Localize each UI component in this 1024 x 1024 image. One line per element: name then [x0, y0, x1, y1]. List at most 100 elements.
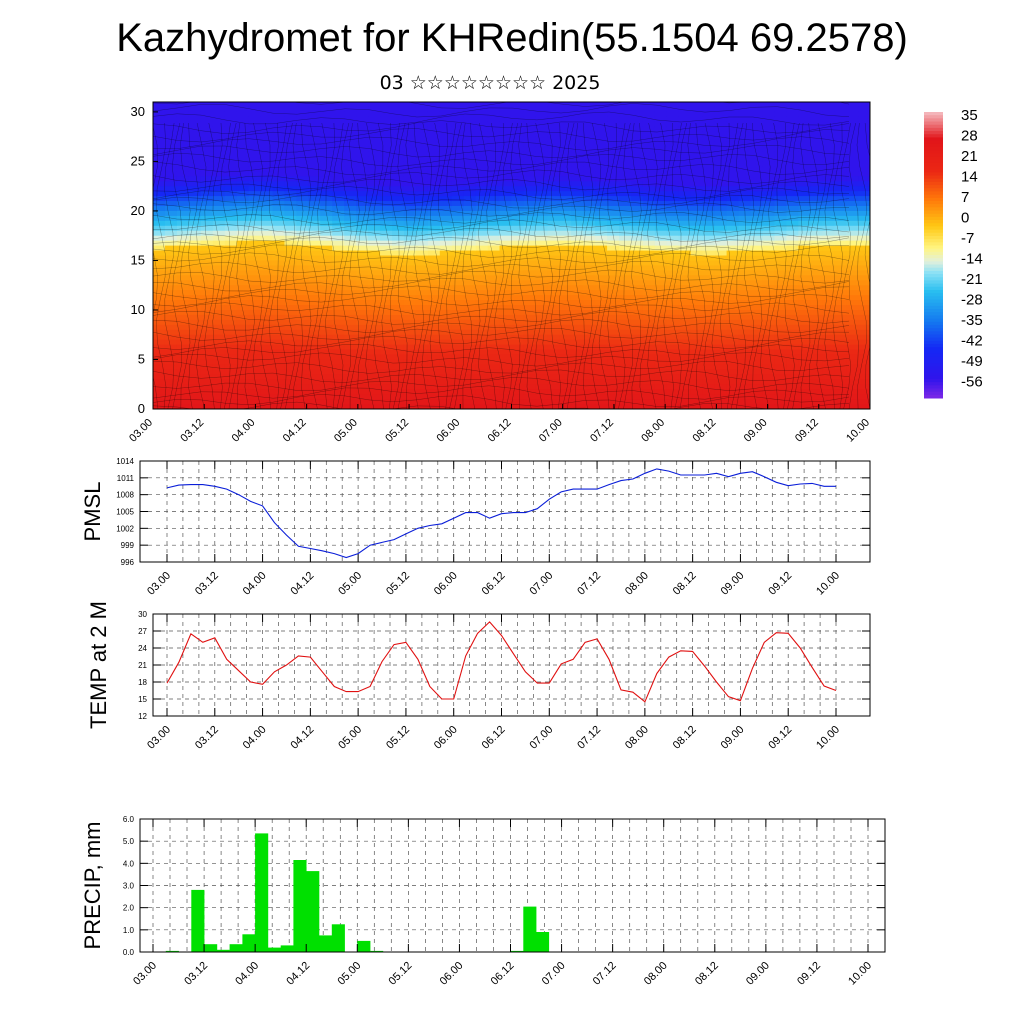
heatmap-cell — [320, 151, 333, 158]
heatmap-cell — [798, 181, 811, 187]
heatmap-cell — [499, 379, 513, 385]
heatmap-cell — [356, 260, 369, 266]
heatmap-cell — [858, 235, 870, 242]
heatmap-cell — [571, 379, 584, 385]
heatmap-cell — [834, 235, 847, 242]
heatmap-cell — [595, 364, 608, 370]
heatmap-cell — [403, 250, 417, 257]
heatmap-cell — [702, 314, 716, 321]
heatmap-cell — [403, 245, 417, 252]
heatmap-cell — [200, 305, 214, 311]
heatmap-cell — [475, 111, 489, 118]
heatmap-cell — [164, 240, 178, 247]
heatmap-cell — [762, 295, 775, 301]
heatmap-cell — [846, 285, 859, 291]
heatmap-cell — [762, 399, 775, 405]
heatmap-cell — [380, 285, 393, 291]
heatmap-cell — [272, 240, 286, 247]
heatmap-cell — [164, 215, 178, 222]
heatmap-cell — [690, 260, 704, 266]
heatmap-cell — [822, 106, 835, 113]
heatmap-cell — [475, 300, 489, 306]
heatmap-cell — [188, 230, 202, 237]
heatmap-cell — [702, 201, 716, 207]
heatmap-cell — [380, 161, 393, 167]
heatmap-cell — [248, 369, 262, 375]
heatmap-cell — [642, 240, 656, 247]
heatmap-cell — [571, 215, 584, 222]
heatmap-cell — [822, 181, 835, 187]
heatmap-cell — [272, 215, 286, 222]
heatmap-cell — [535, 181, 548, 187]
heatmap-cell — [547, 230, 560, 237]
heatmap-cell — [654, 379, 668, 385]
heatmap-cell — [786, 131, 799, 138]
heatmap-cell — [846, 156, 859, 163]
heatmap-cell — [858, 210, 870, 217]
heatmap-cell — [798, 245, 811, 252]
heatmap-cell — [690, 394, 704, 400]
heatmap-cell — [427, 349, 441, 356]
heatmap-cell — [356, 394, 369, 400]
heatmap-cell — [272, 210, 286, 217]
heatmap-cell — [702, 146, 716, 153]
heatmap-cell — [702, 389, 716, 395]
heatmap-cell — [762, 146, 775, 153]
heatmap-cell — [846, 176, 859, 182]
heatmap-cell — [786, 166, 799, 172]
heatmap-cell — [535, 255, 548, 262]
heatmap-cell — [415, 334, 429, 341]
heatmap-cell — [200, 379, 214, 385]
heatmap-cell — [260, 369, 274, 375]
heatmap-cell — [475, 314, 489, 321]
heatmap-cell — [559, 270, 572, 276]
heatmap-cell — [308, 102, 321, 108]
precip-bar — [204, 944, 218, 952]
heatmap-cell — [212, 260, 226, 266]
heatmap-cell — [284, 334, 297, 341]
heatmap-cell — [272, 171, 286, 177]
heatmap-cell — [224, 389, 238, 395]
heatmap-cell — [200, 334, 214, 341]
heatmap-cell — [188, 309, 202, 316]
heatmap-cell — [176, 146, 190, 153]
heatmap-cell — [858, 176, 870, 182]
heatmap-cell — [164, 275, 178, 281]
heatmap-cell — [392, 111, 405, 118]
heatmap-cell — [499, 235, 513, 242]
heatmap-cell — [439, 275, 453, 281]
colorbar-segment — [924, 216, 943, 221]
heatmap-cell — [439, 181, 453, 187]
heatmap-cell — [559, 364, 572, 370]
heatmap-cell — [511, 379, 525, 385]
series-line — [166, 468, 836, 559]
heatmap-cell — [224, 359, 238, 366]
heatmap-cell — [786, 344, 799, 351]
heatmap-cell — [822, 334, 835, 341]
heatmap-cell — [380, 404, 393, 409]
heatmap-cell — [607, 191, 620, 197]
heatmap-cell — [690, 136, 704, 143]
heatmap-cell — [511, 116, 525, 123]
heatmap-cell — [356, 171, 369, 177]
heatmap-cell — [200, 230, 214, 237]
heatmap-cell — [810, 181, 823, 187]
heatmap-cell — [750, 290, 764, 296]
heatmap-cell — [463, 186, 477, 192]
heatmap-cell — [535, 369, 548, 375]
heatmap-cell — [427, 399, 441, 405]
heatmap-cell — [858, 329, 870, 336]
heatmap-cell — [463, 191, 477, 197]
heatmap-cell — [344, 102, 357, 108]
heatmap-cell — [224, 379, 238, 385]
heatmap-cell — [631, 295, 644, 301]
heatmap-cell — [427, 131, 441, 138]
heatmap-cell — [714, 171, 728, 177]
heatmap-cell — [499, 230, 513, 237]
heatmap-cell — [236, 364, 250, 370]
colorbar-segment — [924, 274, 943, 278]
heatmap-cell — [858, 136, 870, 143]
heatmap-cell — [702, 384, 716, 390]
heatmap-cell — [320, 121, 333, 128]
